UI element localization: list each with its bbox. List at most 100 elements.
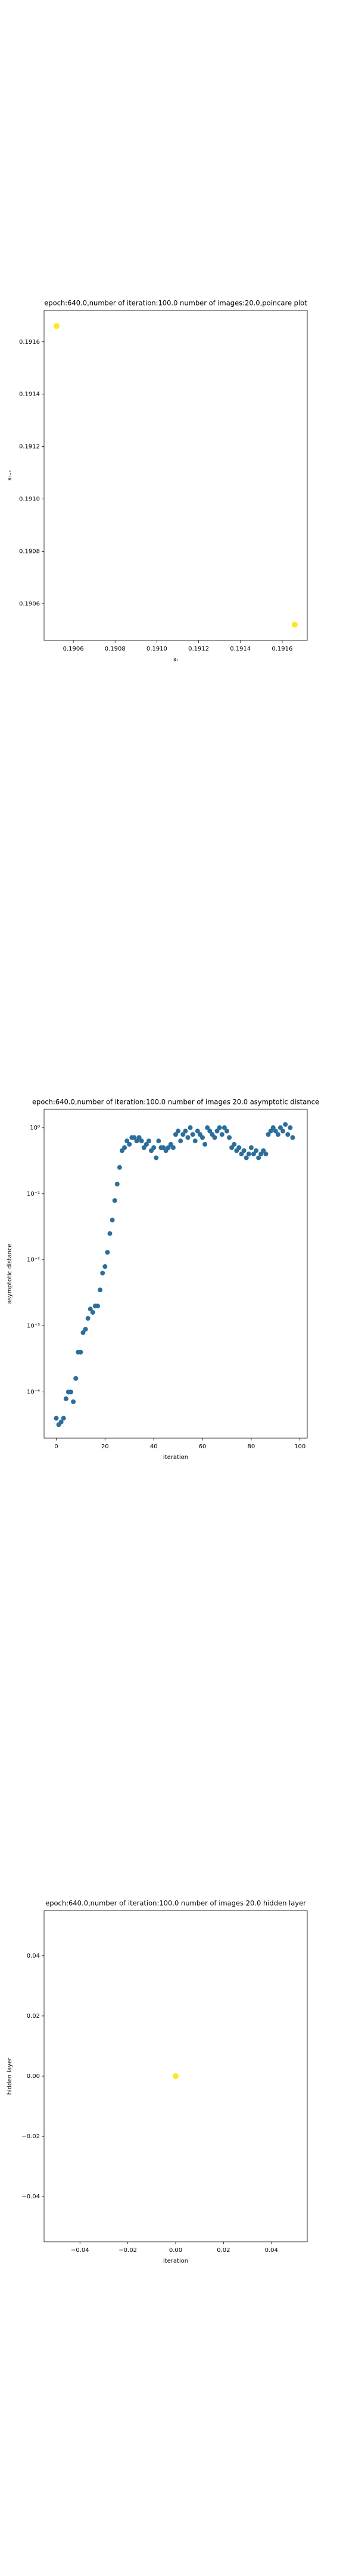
point bbox=[54, 1415, 59, 1421]
point bbox=[207, 1128, 213, 1134]
point bbox=[146, 1138, 151, 1144]
x-tick-label: 60 bbox=[199, 1443, 207, 1450]
x-tick-label: 40 bbox=[150, 1443, 158, 1450]
point bbox=[156, 1138, 161, 1144]
point bbox=[127, 1141, 132, 1147]
x-tick-label: −0.04 bbox=[71, 2247, 89, 2254]
point bbox=[180, 1132, 186, 1137]
point bbox=[285, 1132, 291, 1137]
y-axis-label: xₜ₊₁ bbox=[7, 470, 13, 481]
x-tick-label: 0.1908 bbox=[105, 646, 126, 652]
point bbox=[205, 1125, 210, 1130]
x-tick-label: 0.1916 bbox=[272, 646, 292, 652]
x-tick-label: 0 bbox=[54, 1443, 58, 1450]
point bbox=[141, 1145, 146, 1150]
point bbox=[283, 1122, 288, 1127]
x-axis-label: iteration bbox=[163, 2258, 188, 2264]
point bbox=[124, 1138, 130, 1144]
point bbox=[58, 1420, 64, 1425]
point bbox=[232, 1141, 237, 1147]
point bbox=[78, 1349, 83, 1355]
point bbox=[246, 1152, 251, 1157]
point bbox=[202, 1141, 208, 1147]
point bbox=[280, 1128, 286, 1134]
point bbox=[110, 1217, 115, 1222]
point bbox=[224, 1128, 229, 1134]
point bbox=[61, 1415, 66, 1421]
x-tick-label: 0.04 bbox=[265, 2247, 278, 2254]
y-tick-label: 0.1906 bbox=[19, 601, 40, 607]
point bbox=[85, 1315, 91, 1321]
point bbox=[166, 1145, 171, 1150]
point bbox=[254, 1148, 259, 1153]
point bbox=[244, 1155, 249, 1161]
x-tick-label: 80 bbox=[248, 1443, 255, 1450]
point bbox=[275, 1132, 280, 1137]
point bbox=[178, 1138, 183, 1144]
chart-title: epoch:640.0,number of iteration:100.0 nu… bbox=[44, 299, 307, 307]
point bbox=[54, 323, 60, 329]
point bbox=[222, 1125, 227, 1130]
plot-area bbox=[43, 310, 308, 641]
y-tick-label: 0.1908 bbox=[19, 549, 40, 555]
x-tick-label: 0.02 bbox=[217, 2247, 230, 2254]
point bbox=[63, 1396, 68, 1401]
point bbox=[95, 1303, 101, 1309]
point bbox=[190, 1132, 195, 1137]
point bbox=[102, 1264, 108, 1270]
point bbox=[73, 1376, 79, 1381]
point bbox=[277, 1125, 283, 1130]
y-tick-label: 0.02 bbox=[27, 2013, 40, 2020]
x-tick-label: 0.1906 bbox=[63, 646, 84, 652]
point bbox=[236, 1145, 242, 1150]
plot-area bbox=[43, 1109, 308, 1439]
point bbox=[183, 1128, 188, 1134]
point bbox=[212, 1135, 217, 1140]
y-tick-label: 10⁰ bbox=[30, 1125, 40, 1131]
point bbox=[261, 1148, 266, 1153]
y-tick-label: 10⁻³ bbox=[27, 1323, 40, 1330]
y-tick-label: −0.04 bbox=[21, 2194, 40, 2200]
x-tick-label: 0.1910 bbox=[146, 646, 167, 652]
point bbox=[291, 621, 298, 628]
point bbox=[144, 1141, 149, 1147]
y-tick-label: 0.00 bbox=[27, 2073, 40, 2080]
point bbox=[100, 1270, 105, 1275]
point bbox=[122, 1145, 127, 1150]
point bbox=[170, 1145, 176, 1150]
point bbox=[134, 1138, 139, 1144]
point bbox=[227, 1135, 232, 1140]
y-tick-label: 10⁻¹ bbox=[27, 1191, 40, 1197]
y-tick-label: −0.02 bbox=[21, 2133, 40, 2140]
point bbox=[214, 1128, 220, 1134]
x-tick-label: 0.1914 bbox=[230, 646, 251, 652]
y-tick-label: 10⁻² bbox=[27, 1257, 40, 1264]
point bbox=[268, 1128, 273, 1134]
point bbox=[151, 1145, 157, 1150]
point bbox=[68, 1389, 74, 1395]
point bbox=[219, 1132, 224, 1137]
y-tick-label: 0.1914 bbox=[19, 391, 40, 398]
x-axis-label: xₜ bbox=[173, 657, 179, 663]
point bbox=[105, 1250, 110, 1255]
point bbox=[185, 1135, 191, 1140]
point bbox=[192, 1138, 198, 1144]
x-axis-label: iteration bbox=[163, 1454, 188, 1461]
point bbox=[258, 1152, 264, 1157]
point bbox=[98, 1287, 103, 1293]
point bbox=[288, 1125, 293, 1130]
point bbox=[173, 1132, 178, 1137]
point bbox=[173, 2073, 179, 2079]
x-tick-label: 0.00 bbox=[169, 2247, 182, 2254]
y-tick-label: 0.1910 bbox=[19, 496, 40, 503]
x-tick-label: 100 bbox=[294, 1443, 305, 1450]
point bbox=[266, 1132, 271, 1137]
point bbox=[139, 1138, 144, 1144]
x-tick-label: −0.02 bbox=[119, 2247, 137, 2254]
y-tick-label: 10⁻⁴ bbox=[27, 1389, 40, 1395]
x-tick-label: 20 bbox=[101, 1443, 109, 1450]
point bbox=[270, 1125, 276, 1130]
point bbox=[117, 1165, 122, 1170]
point bbox=[217, 1125, 222, 1130]
